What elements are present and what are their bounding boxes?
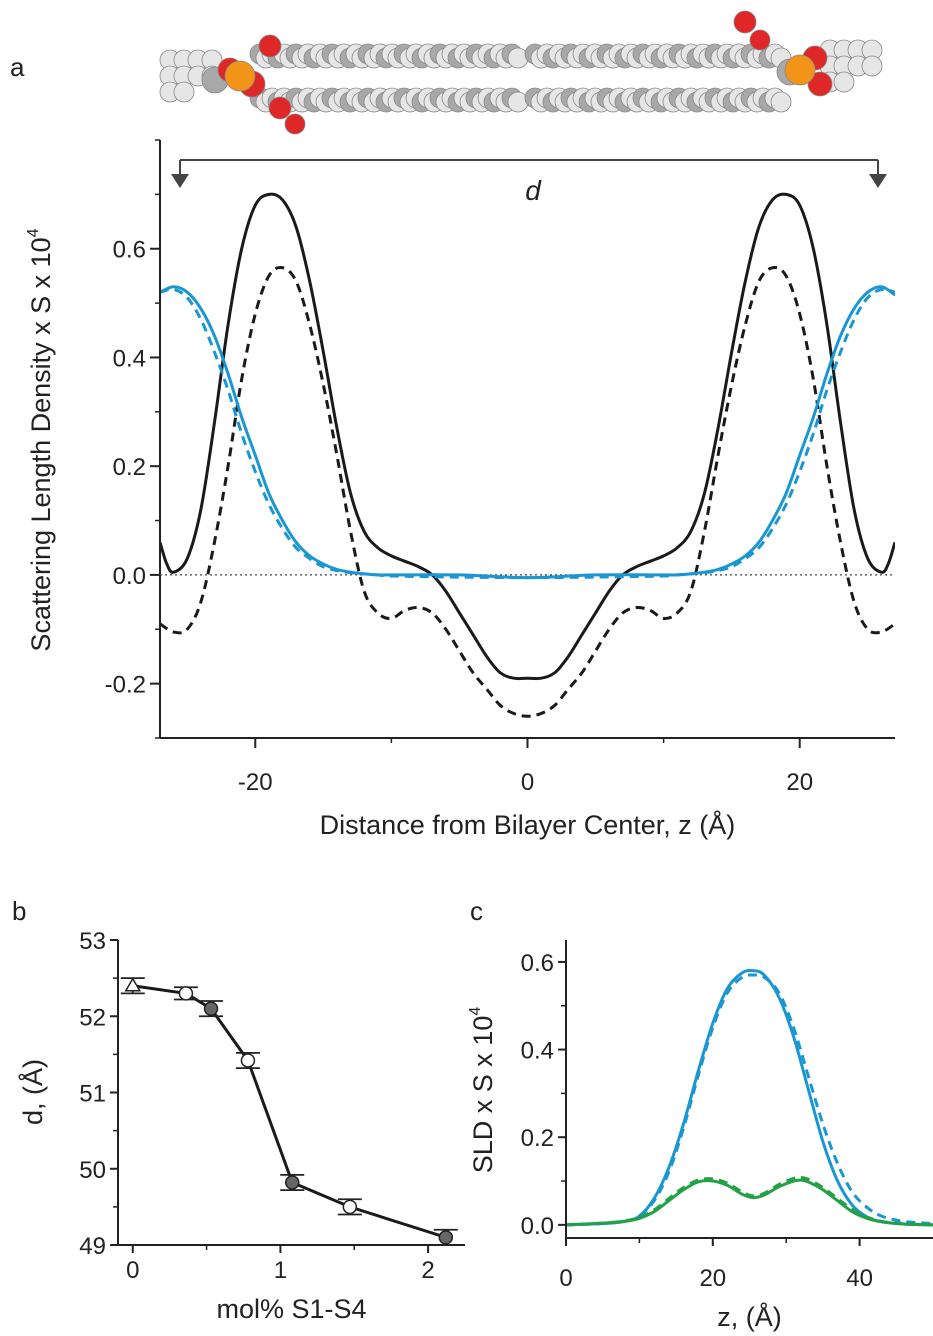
x-tick-label: 0 — [126, 1257, 139, 1284]
y-axis-title-text: SLD x S x 10 — [468, 1016, 498, 1174]
filled-circle-marker — [438, 1230, 454, 1245]
panel-label-a: a — [10, 52, 25, 82]
filled-circle-marker — [284, 1175, 300, 1190]
data-point — [199, 1000, 224, 1018]
data-point — [433, 1228, 458, 1246]
y-tick-label: 0.6 — [113, 237, 146, 264]
y-axis-title-exponent: 4 — [25, 228, 42, 237]
hydrogen-atom — [833, 71, 855, 93]
x-tick-label: 20 — [699, 1265, 726, 1292]
series-blue-solid-line — [161, 285, 895, 580]
y-tick-label: 49 — [79, 1233, 106, 1260]
x-tick-label: 20 — [786, 769, 813, 796]
panel-label-c: c — [470, 896, 483, 926]
y-axis-title: d, (Å) — [17, 1059, 48, 1125]
oxygen-atom — [807, 71, 833, 97]
series-blue-dashed-line — [161, 287, 895, 580]
x-tick-label: 40 — [846, 1265, 873, 1292]
oxygen-atom — [284, 113, 306, 135]
y-tick-label: 0.2 — [113, 454, 146, 481]
data-point — [337, 1198, 362, 1216]
x-tick-label: -20 — [238, 769, 273, 796]
y-axis-title: Scattering Length Density x S x 104 — [25, 228, 56, 651]
y-tick-label: 0.0 — [113, 563, 146, 590]
lipid-bilayer-spacefill-icon — [159, 10, 883, 135]
hydrogen-atom — [861, 55, 883, 77]
bracket-left-arrow-icon — [171, 174, 189, 188]
hydrogen-atom — [770, 91, 792, 113]
y-tick-label: 0.4 — [113, 345, 146, 372]
x-axis-title: Distance from Bilayer Center, z (Å) — [320, 809, 736, 840]
trend-line — [132, 984, 447, 1239]
y-tick-label: 53 — [79, 928, 106, 955]
y-tick-label: 52 — [79, 1004, 106, 1031]
y-axis-title-text: Scattering Length Density x S x 10 — [26, 237, 56, 651]
y-tick-label: -0.2 — [105, 672, 146, 699]
hydrogen-atom — [173, 81, 195, 103]
y-tick-label: 0.2 — [521, 1125, 554, 1152]
x-tick-label: 2 — [421, 1257, 434, 1284]
data-point — [280, 1173, 305, 1191]
open-circle-marker — [178, 986, 194, 1001]
oxygen-atom — [268, 96, 292, 120]
x-axis-title: z, (Å) — [717, 1301, 782, 1332]
d-label: d — [525, 175, 542, 206]
x-tick-label: 0 — [521, 769, 534, 796]
open-circle-marker — [342, 1199, 358, 1215]
panel-a-chart: d -0.2 0.0 0.2 0.4 0.6 -20 0 20 Distance from Bi… — [25, 139, 895, 840]
phosphorus-atom — [224, 60, 256, 92]
data-point — [173, 986, 198, 1001]
panel-c-chart: 0.0 0.2 0.4 0.6 0 20 40 z, (Å) SLD x S x 104 — [467, 940, 933, 1332]
series-black-dashed-line — [161, 266, 895, 718]
series-green-solid-line — [567, 1178, 933, 1227]
y-tick-label: 0.4 — [521, 1038, 554, 1065]
filled-circle-marker — [203, 1001, 219, 1016]
d-spacing-bracket: d — [171, 159, 887, 206]
y-axis-title-exponent: 4 — [467, 1007, 484, 1016]
hydrogen-atom — [507, 47, 529, 69]
oxygen-atom — [258, 34, 282, 58]
triangle-marker — [124, 977, 142, 992]
y-tick-label: 51 — [79, 1081, 106, 1108]
x-tick-label: 0 — [559, 1265, 572, 1292]
x-tick-label: 1 — [274, 1257, 287, 1284]
open-circle-marker — [240, 1053, 256, 1068]
y-tick-label: 0.6 — [521, 950, 554, 977]
oxygen-atom — [749, 29, 771, 51]
series-blue-solid-line — [567, 968, 933, 1227]
bracket-right-arrow-icon — [869, 174, 887, 188]
phosphorus-atom — [784, 54, 816, 86]
data-point — [120, 977, 145, 995]
y-axis-title-text: d, (Å) — [17, 1059, 48, 1125]
hydrogen-atom — [507, 91, 529, 113]
panel-label-b: b — [12, 896, 26, 926]
y-axis-title: SLD x S x 104 — [467, 1007, 498, 1174]
series-green-dashed-line — [567, 1175, 933, 1227]
oxygen-atom — [733, 10, 757, 34]
series-black-solid-line — [161, 192, 895, 681]
series-blue-dashed-line — [567, 973, 933, 1227]
data-point — [235, 1051, 260, 1069]
y-tick-label: 0.0 — [521, 1213, 554, 1240]
y-tick-label: 50 — [79, 1157, 106, 1184]
panel-b-chart: 49 50 51 52 53 0 1 2 mol% S1-S4 d, (Å) — [17, 928, 465, 1324]
x-axis-title: mol% S1-S4 — [216, 1294, 366, 1324]
